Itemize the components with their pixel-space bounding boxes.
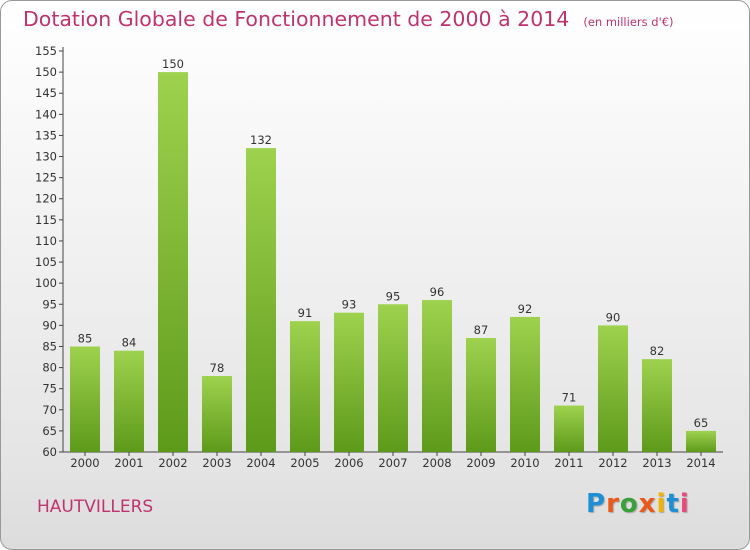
logo-letter: x: [638, 489, 657, 519]
proxiti-logo: Proxiti: [586, 489, 690, 519]
y-tick-label: 155: [35, 44, 57, 58]
y-tick-label: 115: [35, 213, 57, 227]
x-tick-label: 2009: [466, 456, 495, 470]
bar: [598, 325, 628, 452]
bar-value-label: 71: [562, 391, 577, 405]
bar: [202, 376, 232, 452]
bar-value-label: 84: [122, 336, 137, 350]
bar-value-label: 150: [162, 57, 184, 71]
y-tick-label: 140: [35, 107, 57, 121]
bar-value-label: 95: [386, 289, 401, 303]
x-tick-label: 2007: [378, 456, 407, 470]
logo-letter: t: [666, 489, 680, 519]
bar: [246, 148, 276, 452]
bar: [114, 350, 144, 452]
bar-value-label: 87: [474, 323, 489, 337]
y-tick-label: 70: [42, 403, 57, 417]
bar: [334, 312, 364, 452]
x-tick-label: 2005: [290, 456, 319, 470]
y-tick-label: 105: [35, 255, 57, 269]
y-tick-label: 90: [42, 318, 57, 332]
town-name: HAUTVILLERS: [37, 497, 154, 517]
bar-value-label: 65: [694, 416, 709, 430]
y-tick-label: 60: [42, 445, 57, 459]
x-tick-label: 2000: [70, 456, 99, 470]
bar-value-label: 85: [78, 331, 93, 345]
bar-value-label: 90: [606, 310, 621, 324]
bar: [70, 346, 100, 452]
bar-value-label: 82: [650, 344, 665, 358]
y-tick-label: 130: [35, 150, 57, 164]
y-tick-label: 125: [35, 171, 57, 185]
y-tick-label: 135: [35, 128, 57, 142]
bar: [466, 338, 496, 452]
x-tick-label: 2002: [158, 456, 187, 470]
bar-value-label: 91: [298, 306, 313, 320]
bar: [642, 359, 672, 452]
y-tick-label: 150: [35, 65, 57, 79]
logo-letter: r: [606, 489, 620, 519]
y-tick-label: 85: [42, 339, 57, 353]
bar: [554, 405, 584, 452]
y-tick-label: 65: [42, 424, 57, 438]
bar: [510, 316, 540, 452]
logo-letter: P: [586, 489, 607, 519]
bar-value-label: 93: [342, 298, 357, 312]
bar: [686, 430, 716, 452]
x-tick-label: 2001: [114, 456, 143, 470]
logo-letter: o: [619, 489, 639, 519]
y-tick-label: 100: [35, 276, 57, 290]
bar: [378, 304, 408, 452]
x-tick-label: 2012: [598, 456, 627, 470]
y-tick-label: 120: [35, 192, 57, 206]
x-tick-label: 2010: [510, 456, 539, 470]
logo-letter: i: [656, 489, 667, 519]
chart-title: Dotation Globale de Fonctionnement de 20…: [23, 7, 674, 31]
x-tick-label: 2014: [686, 456, 715, 470]
chart-title-text: Dotation Globale de Fonctionnement de 20…: [23, 7, 570, 31]
y-tick-label: 95: [42, 297, 57, 311]
x-tick-label: 2004: [246, 456, 275, 470]
x-tick-label: 2008: [422, 456, 451, 470]
x-tick-label: 2003: [202, 456, 231, 470]
y-tick-label: 80: [42, 361, 57, 375]
x-tick-label: 2006: [334, 456, 363, 470]
bar-value-label: 78: [210, 361, 225, 375]
bar-value-label: 132: [250, 133, 272, 147]
bar: [290, 321, 320, 452]
y-tick-label: 75: [42, 382, 57, 396]
bar-value-label: 96: [430, 285, 445, 299]
unit-note: (en milliers d'€): [583, 15, 674, 29]
bar: [158, 72, 188, 453]
logo-letter: i: [679, 489, 690, 519]
y-tick-label: 145: [35, 86, 57, 100]
x-tick-label: 2011: [554, 456, 583, 470]
bar: [422, 300, 452, 452]
bar-value-label: 92: [518, 302, 533, 316]
x-tick-label: 2013: [642, 456, 671, 470]
y-tick-label: 110: [35, 234, 57, 248]
